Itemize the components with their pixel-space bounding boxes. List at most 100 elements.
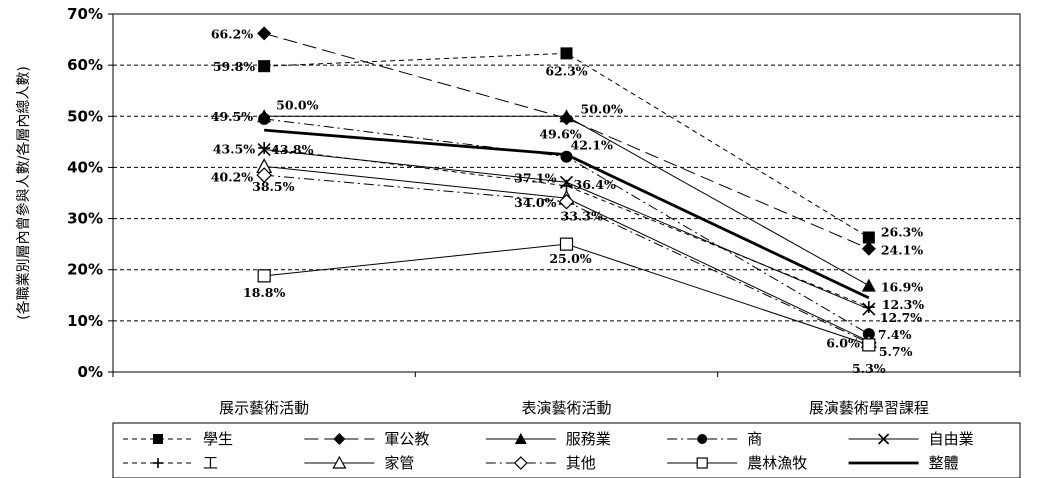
x-tick-label: 展演藝術學習課程 xyxy=(809,399,929,417)
y-tick-label: 60% xyxy=(67,56,103,74)
legend-item: 商 xyxy=(667,430,762,448)
data-label: 66.2% xyxy=(211,26,253,41)
data-label: 43.5% xyxy=(213,142,255,157)
data-label: 12.3% xyxy=(882,297,924,312)
data-label: 49.5% xyxy=(211,109,253,124)
data-point xyxy=(257,269,271,283)
data-label: 5.7% xyxy=(879,344,913,359)
legend-label: 其他 xyxy=(566,454,596,472)
data-label: 59.8% xyxy=(213,59,255,74)
data-label: 37.1% xyxy=(514,170,556,185)
data-point xyxy=(559,237,574,251)
data-label: 38.5% xyxy=(252,179,294,194)
data-point xyxy=(559,109,574,123)
series-農林漁牧 xyxy=(257,237,876,352)
y-tick-label: 0% xyxy=(78,363,103,381)
legend-item: 農林漁牧 xyxy=(667,454,807,472)
legend-label: 整體 xyxy=(929,454,959,472)
data-label: 18.8% xyxy=(243,285,285,300)
series-layer xyxy=(256,26,877,352)
data-point xyxy=(258,112,271,125)
legend-item: 自由業 xyxy=(848,430,974,448)
plot-frame xyxy=(112,13,1021,373)
y-tick-label: 10% xyxy=(67,312,103,330)
data-point xyxy=(153,434,163,444)
series-整體 xyxy=(264,128,870,300)
y-tick-label: 70% xyxy=(67,5,103,23)
data-label: 43.8% xyxy=(271,142,313,157)
series-商 xyxy=(258,112,875,341)
x-tick-label: 展示藝術活動 xyxy=(219,399,309,417)
data-point xyxy=(332,455,347,469)
y-tick-label: 20% xyxy=(67,261,103,279)
data-point xyxy=(697,434,708,444)
legend-item: 軍公教 xyxy=(304,430,429,448)
legend-item: 整體 xyxy=(848,454,959,472)
legend-item: 其他 xyxy=(485,454,596,472)
legend-label: 自由業 xyxy=(929,430,974,448)
series-line xyxy=(264,147,870,308)
legend-label: 家管 xyxy=(384,454,414,472)
data-label: 50.0% xyxy=(581,101,623,116)
series-line xyxy=(264,149,870,310)
series-自由業 xyxy=(257,142,876,316)
legend-label: 工 xyxy=(203,454,218,472)
data-point xyxy=(333,433,346,445)
data-label: 26.3% xyxy=(881,224,923,239)
data-labels: 59.8% 62.3% 26.3% 66.2% 49.6% 24.1% 50.0% 50.0%… xyxy=(211,26,924,375)
data-label: 6.0% xyxy=(826,335,860,350)
data-point xyxy=(514,433,527,444)
data-label: 33.3% xyxy=(561,209,603,224)
legend-item: 家管 xyxy=(304,454,414,472)
x-tick-label: 表演藝術活動 xyxy=(521,399,611,417)
data-label: 12.7% xyxy=(880,310,922,325)
data-point xyxy=(560,47,573,60)
data-point xyxy=(256,167,273,183)
legend-label: 軍公教 xyxy=(384,430,429,448)
data-point xyxy=(257,26,272,41)
data-label: 36.4% xyxy=(574,177,616,192)
data-label: 7.4% xyxy=(878,327,912,342)
legend-item: 服務業 xyxy=(485,430,611,448)
data-point xyxy=(862,231,875,244)
y-tick-label: 50% xyxy=(67,107,103,125)
data-point xyxy=(861,241,876,256)
legend-box xyxy=(112,422,1021,478)
data-label: 34.0% xyxy=(514,195,556,210)
data-label: 5.3% xyxy=(852,361,886,376)
series-工 xyxy=(258,141,875,314)
legend-label: 農林漁牧 xyxy=(747,454,807,472)
data-label: 42.1% xyxy=(571,138,613,153)
legend-label: 學生 xyxy=(203,430,233,448)
data-label: 24.1% xyxy=(881,243,923,258)
y-tick-label: 30% xyxy=(67,210,103,228)
data-label: 25.0% xyxy=(549,251,591,266)
series-line xyxy=(264,128,870,300)
data-point xyxy=(258,141,271,154)
data-label: 50.0% xyxy=(276,97,318,112)
series-line xyxy=(264,32,870,250)
data-point xyxy=(862,301,875,314)
legend-item: 學生 xyxy=(123,430,233,448)
legend-label: 商 xyxy=(747,430,762,448)
data-point xyxy=(696,457,708,469)
data-point xyxy=(153,458,163,468)
data-point xyxy=(862,338,876,352)
data-point xyxy=(560,179,573,192)
legend-label: 服務業 xyxy=(566,430,611,448)
data-label: 16.9% xyxy=(881,280,923,295)
data-point xyxy=(878,433,890,445)
data-label: 49.6% xyxy=(539,126,581,141)
y-axis-title: (各職業別層內曾參與人數/各層內總人數) xyxy=(15,66,32,320)
marker-stroke xyxy=(878,433,890,445)
data-point xyxy=(513,456,528,470)
legend-item: 工 xyxy=(123,454,218,472)
axes: 0% 10% 20% 30% 40% 50% 60% 70% 展示藝術活動 表演藝術活動 展演藝術學… xyxy=(67,5,1021,417)
data-point xyxy=(861,278,876,292)
data-label: 62.3% xyxy=(545,63,587,78)
data-label: 40.2% xyxy=(211,169,253,184)
data-point xyxy=(258,60,271,73)
data-point xyxy=(558,193,575,210)
